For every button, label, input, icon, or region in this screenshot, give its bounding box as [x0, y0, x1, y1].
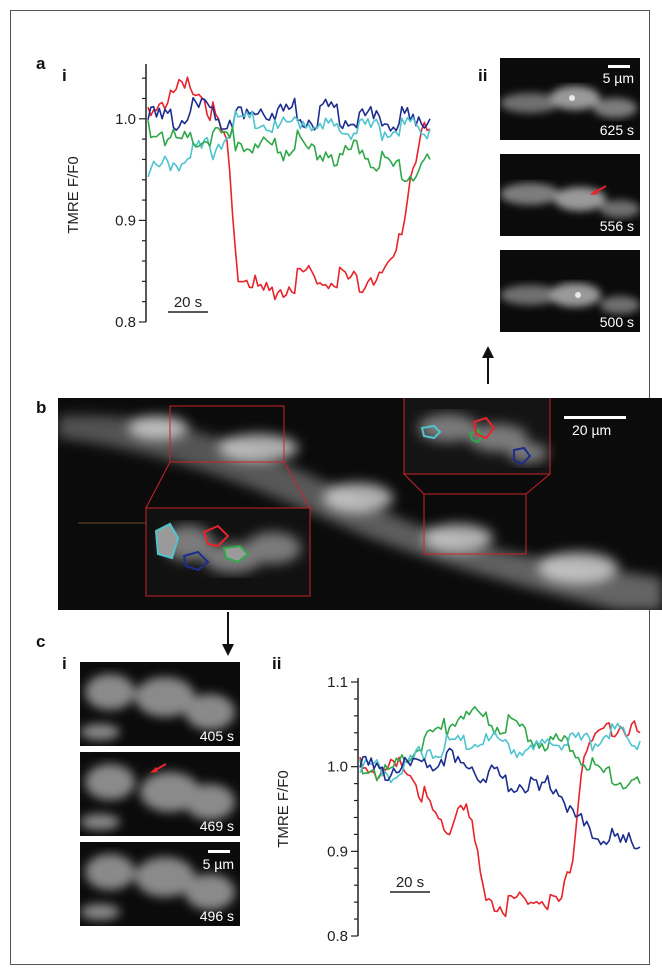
scalebar-line [564, 416, 626, 419]
y-tick-label: 0.8 [115, 314, 136, 331]
arrow-up-icon [482, 346, 494, 384]
timestamp: 625 s [599, 122, 634, 138]
micrograph-a-ii-3: 500 s [500, 250, 640, 332]
panel-label-c: c [36, 632, 46, 651]
time-scalebar-label: 20 s [396, 874, 424, 891]
y-axis-label: TMRE F/F0 [65, 156, 82, 234]
panel-label-a-i: i [62, 66, 67, 85]
panel-label-b: b [36, 398, 47, 417]
panel-label-c-i: i [62, 654, 67, 673]
series-cyan [147, 110, 431, 178]
timestamp: 496 s [199, 908, 234, 924]
series-cyan [359, 722, 641, 784]
micrograph-a-ii-2: 556 s [500, 154, 640, 236]
y-tick-label: 0.8 [327, 928, 348, 945]
y-tick-label: 1.0 [327, 759, 348, 776]
chart-c-ii: 0.8 0.9 1.0 1.1 TMRE F/F0 20 s [275, 674, 641, 945]
y-axis-label: TMRE F/F0 [275, 770, 292, 848]
scalebar-label: 5 µm [602, 70, 634, 86]
scalebar-label: 5 µm [202, 856, 234, 872]
time-scalebar-label: 20 s [174, 294, 202, 311]
timestamp: 556 s [599, 218, 634, 234]
timestamp: 469 s [199, 818, 234, 834]
micrograph-b: 20 µm [58, 398, 662, 610]
arrow-down-icon [222, 612, 234, 656]
panel-label-a-ii: ii [478, 66, 488, 85]
y-tick-label: 0.9 [115, 212, 136, 229]
timestamp: 500 s [599, 314, 634, 330]
series-red [359, 720, 641, 918]
y-tick-label: 1.0 [115, 111, 136, 128]
scalebar-line [608, 65, 630, 68]
y-tick-label: 1.1 [327, 674, 348, 691]
micrograph-c-i-1: 405 s [80, 662, 240, 746]
scalebar-line [208, 850, 230, 853]
micrograph-a-ii-1: 5 µm 625 s [500, 58, 640, 140]
panel-label-c-ii: ii [272, 654, 282, 673]
micrograph-c-i-2: 469 s [80, 752, 240, 836]
scalebar-label: 20 µm [572, 422, 612, 438]
chart-a-i: 0.8 0.9 1.0 TMRE F/F0 20 s [65, 64, 431, 331]
series-darkblue [147, 96, 431, 132]
series-red [147, 76, 431, 301]
panel-label-a: a [36, 54, 46, 73]
series-darkblue [359, 747, 641, 850]
timestamp: 405 s [199, 728, 234, 744]
micrograph-c-i-3: 5 µm 496 s [80, 842, 240, 926]
y-tick-label: 0.9 [327, 843, 348, 860]
series-green [147, 120, 431, 183]
